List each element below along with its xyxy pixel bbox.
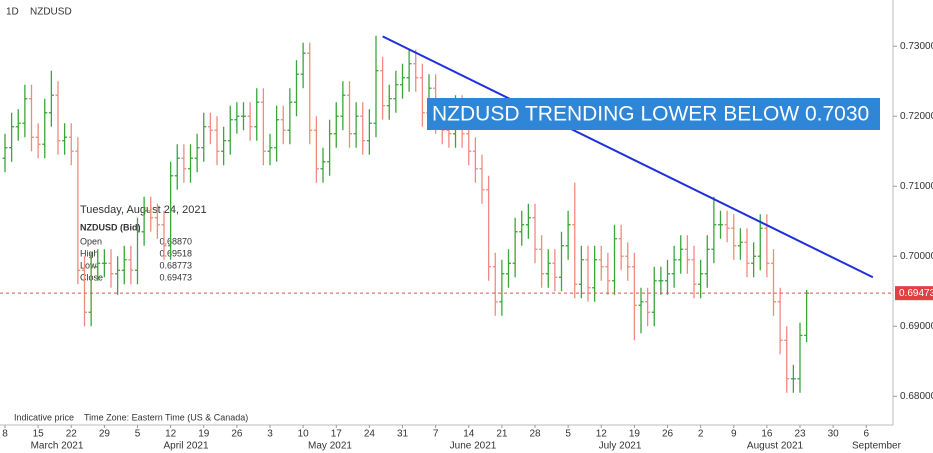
tooltip-title: NZDUSD (Bid) [80,222,141,232]
x-tick-label: 26 [662,429,674,440]
tooltip-label: Open [80,236,102,246]
y-tick-label: 0.73000 [900,41,933,52]
annotation: NZDUSD TRENDING LOWER BELOW 0.7030 [432,103,869,126]
month-label: September [852,441,902,452]
month-label: June 2021 [450,441,497,452]
y-tick-label: 0.68000 [900,391,933,402]
month-label: April 2021 [163,441,208,452]
trend-line [382,35,874,279]
x-tick-label: 14 [463,429,475,440]
tooltip-label: Low [80,260,97,270]
y-tick-label: 0.71000 [900,181,933,192]
x-tick-label: 15 [33,429,45,440]
x-tick-label: 19 [629,429,641,440]
interval: 1D [6,7,19,18]
x-tick-label: 6 [863,429,869,440]
x-tick-label: 22 [66,429,78,440]
x-tick-label: 31 [397,429,409,440]
annotation-box [427,98,880,130]
footer-timezone: Time Zone: Eastern Time (US & Canada) [84,412,248,422]
x-tick-label: 23 [794,429,806,440]
x-tick-label: 17 [331,429,343,440]
tooltip-value: 0.69473 [159,272,192,282]
y-tick-label: 0.72000 [900,111,933,122]
x-tick-label: 10 [298,429,310,440]
x-tick-label: 5 [565,429,571,440]
x-tick-label: 29 [99,429,111,440]
x-tick-label: 3 [267,429,273,440]
month-label: March 2021 [31,441,84,452]
symbol: NZDUSD [30,7,72,18]
tooltip-value: 0.68773 [159,260,192,270]
x-tick-label: 9 [731,429,737,440]
tooltip-value: 0.69518 [159,248,192,258]
x-tick-label: 28 [529,429,541,440]
last-price-label: 0.69473 [899,288,933,299]
x-tick-label: 12 [596,429,608,440]
x-tick-label: 8 [2,429,8,440]
tooltip-date: Tuesday, August 24, 2021 [80,204,207,216]
month-label: July 2021 [599,441,642,452]
tooltip-label: High [80,248,99,258]
x-tick-label: 30 [828,429,840,440]
footer-note: Indicative price [14,412,74,422]
x-tick-label: 5 [135,429,141,440]
x-tick-label: 26 [231,429,243,440]
x-tick-label: 19 [198,429,210,440]
x-tick-label: 7 [433,429,439,440]
x-tick-label: 24 [364,429,376,440]
y-tick-label: 0.70000 [900,251,933,262]
x-tick-label: 21 [496,429,508,440]
tooltip-value: 0.68870 [159,236,192,246]
x-tick-label: 16 [761,429,773,440]
y-tick-label: 0.69000 [900,321,933,332]
x-tick-label: 2 [698,429,704,440]
last-price-box [895,286,933,301]
month-label: May 2021 [308,441,352,452]
x-tick-label: 12 [165,429,177,440]
month-label: August 2021 [747,441,804,452]
